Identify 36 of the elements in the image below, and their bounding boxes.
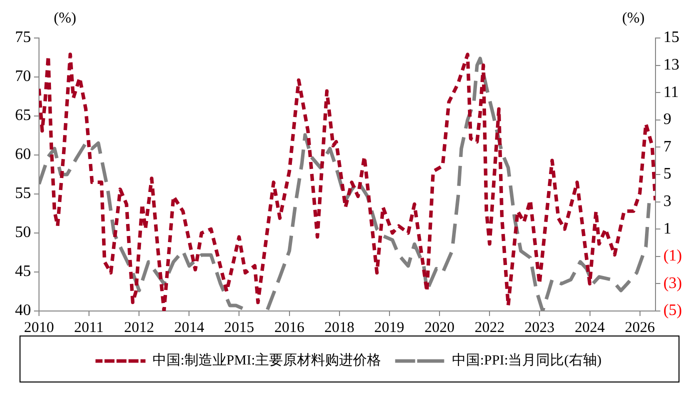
x-tick-label: 2024 [574, 320, 606, 336]
x-tick-label: 2022 [474, 320, 505, 336]
y-tick-label: 45 [15, 263, 31, 280]
y2-tick-label: 1 [663, 220, 672, 238]
y2-tick-label: 3 [663, 193, 672, 210]
y2-tick-label: (1) [663, 248, 682, 265]
legend-label: 中国:PPI:当月同比(右轴) [452, 352, 602, 369]
y2-tick-label: 11 [663, 84, 679, 101]
x-tick-label: 2015 [224, 320, 254, 336]
y2-tick-label: 13 [663, 56, 680, 74]
y2-tick-label: 15 [663, 29, 680, 46]
x-tick-label: 2018 [324, 320, 354, 336]
x-tick-label: 2020 [424, 320, 455, 336]
y-tick-label: 40 [15, 302, 31, 320]
y-tick-label: 70 [15, 68, 31, 86]
y2-tick-label: (5) [663, 302, 682, 320]
x-tick-label: 2010 [24, 320, 54, 336]
x-tick-label: 2016 [274, 320, 305, 336]
y2-tick-label: 7 [663, 138, 672, 156]
y2-axis-title: (%) [622, 10, 645, 26]
y-axis-title: (%) [54, 10, 76, 26]
y-tick-label: 50 [15, 224, 31, 242]
y2-tick-label: 5 [663, 166, 672, 183]
y-tick-label: 60 [15, 146, 31, 164]
x-tick-label: 2014 [174, 320, 205, 336]
y2-tick-label: (3) [663, 274, 682, 292]
x-tick-label: 2012 [124, 320, 154, 336]
y-tick-label: 75 [15, 29, 31, 46]
legend-label: 中国:制造业PMI:主要原材料购进价格 [152, 352, 382, 369]
y2-tick-label: 9 [663, 111, 672, 128]
x-tick-label: 2011 [74, 320, 104, 336]
x-tick-label: 2023 [524, 320, 554, 336]
x-tick-label: 2026 [624, 320, 656, 336]
x-tick-label: 2019 [374, 320, 404, 336]
y-tick-label: 65 [15, 107, 31, 124]
y-tick-label: 55 [15, 185, 31, 202]
